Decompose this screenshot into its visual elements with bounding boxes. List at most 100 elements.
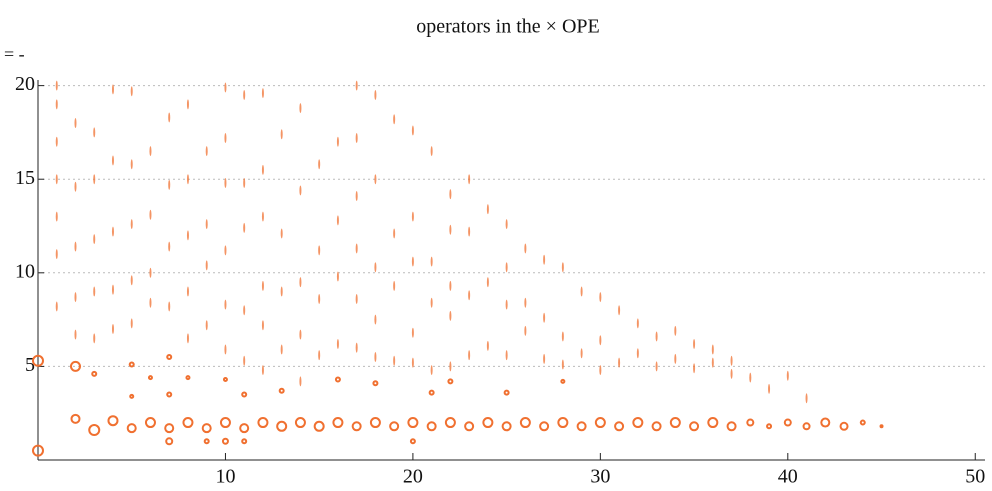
point (299, 185, 302, 196)
point (674, 353, 677, 364)
point (374, 262, 377, 273)
point (355, 133, 358, 144)
point (786, 370, 789, 381)
point (707, 417, 719, 429)
point (426, 421, 437, 432)
point (407, 417, 419, 429)
point (746, 418, 755, 427)
point (55, 136, 58, 147)
point (224, 245, 227, 256)
point (374, 314, 377, 325)
point (166, 391, 173, 398)
point (93, 333, 96, 344)
point (501, 421, 512, 432)
point (182, 417, 194, 429)
point (355, 243, 358, 254)
point (726, 421, 737, 432)
point (299, 376, 302, 387)
point (149, 267, 152, 278)
point (351, 421, 362, 432)
point (486, 277, 489, 288)
point (93, 234, 96, 245)
point (294, 417, 306, 429)
point (243, 177, 246, 188)
point (503, 389, 510, 396)
point (186, 174, 189, 185)
point (224, 177, 227, 188)
point (257, 417, 269, 429)
point (505, 299, 508, 310)
point (372, 380, 379, 387)
point (241, 438, 248, 445)
point (411, 125, 414, 136)
point (449, 310, 452, 321)
point (280, 228, 283, 239)
point (69, 360, 81, 372)
point (278, 387, 285, 394)
point (243, 89, 246, 100)
point (74, 292, 77, 303)
point (524, 297, 527, 308)
point (336, 271, 339, 282)
point (219, 417, 231, 429)
point (93, 127, 96, 138)
point (299, 329, 302, 340)
point (839, 421, 849, 431)
point (444, 417, 456, 429)
point (580, 348, 583, 359)
point (389, 421, 400, 432)
point (561, 359, 564, 370)
point (243, 305, 246, 316)
point (222, 377, 228, 383)
point (126, 423, 137, 434)
point (768, 383, 771, 394)
point (449, 280, 452, 291)
point (111, 155, 114, 166)
point (205, 320, 208, 331)
point (543, 254, 546, 265)
corner-label: = - (4, 44, 25, 64)
point (393, 114, 396, 125)
point (168, 179, 171, 190)
point (55, 80, 58, 91)
point (93, 174, 96, 185)
point (464, 421, 475, 432)
y-tick-label: 20 (15, 73, 35, 95)
point (430, 256, 433, 267)
chart-title: operators in the × OPE (416, 16, 599, 38)
point (576, 421, 587, 432)
point (261, 164, 264, 175)
point (149, 209, 152, 220)
point (594, 417, 606, 429)
point (430, 365, 433, 376)
point (428, 389, 435, 396)
point (280, 129, 283, 140)
point (618, 357, 621, 368)
point (168, 112, 171, 123)
point (468, 290, 471, 301)
point (186, 333, 189, 344)
point (186, 99, 189, 110)
point (482, 417, 494, 429)
point (879, 424, 884, 429)
point (74, 329, 77, 340)
point (693, 363, 696, 374)
point (239, 423, 250, 434)
point (393, 228, 396, 239)
point (524, 325, 527, 336)
point (55, 99, 58, 110)
point (224, 133, 227, 144)
point (468, 174, 471, 185)
point (411, 327, 414, 338)
point (186, 286, 189, 297)
point (55, 211, 58, 222)
point (280, 344, 283, 355)
point (355, 191, 358, 202)
point (693, 338, 696, 349)
point (802, 422, 811, 431)
point (243, 355, 246, 366)
point (185, 375, 191, 381)
point (766, 423, 773, 430)
point (91, 370, 98, 377)
